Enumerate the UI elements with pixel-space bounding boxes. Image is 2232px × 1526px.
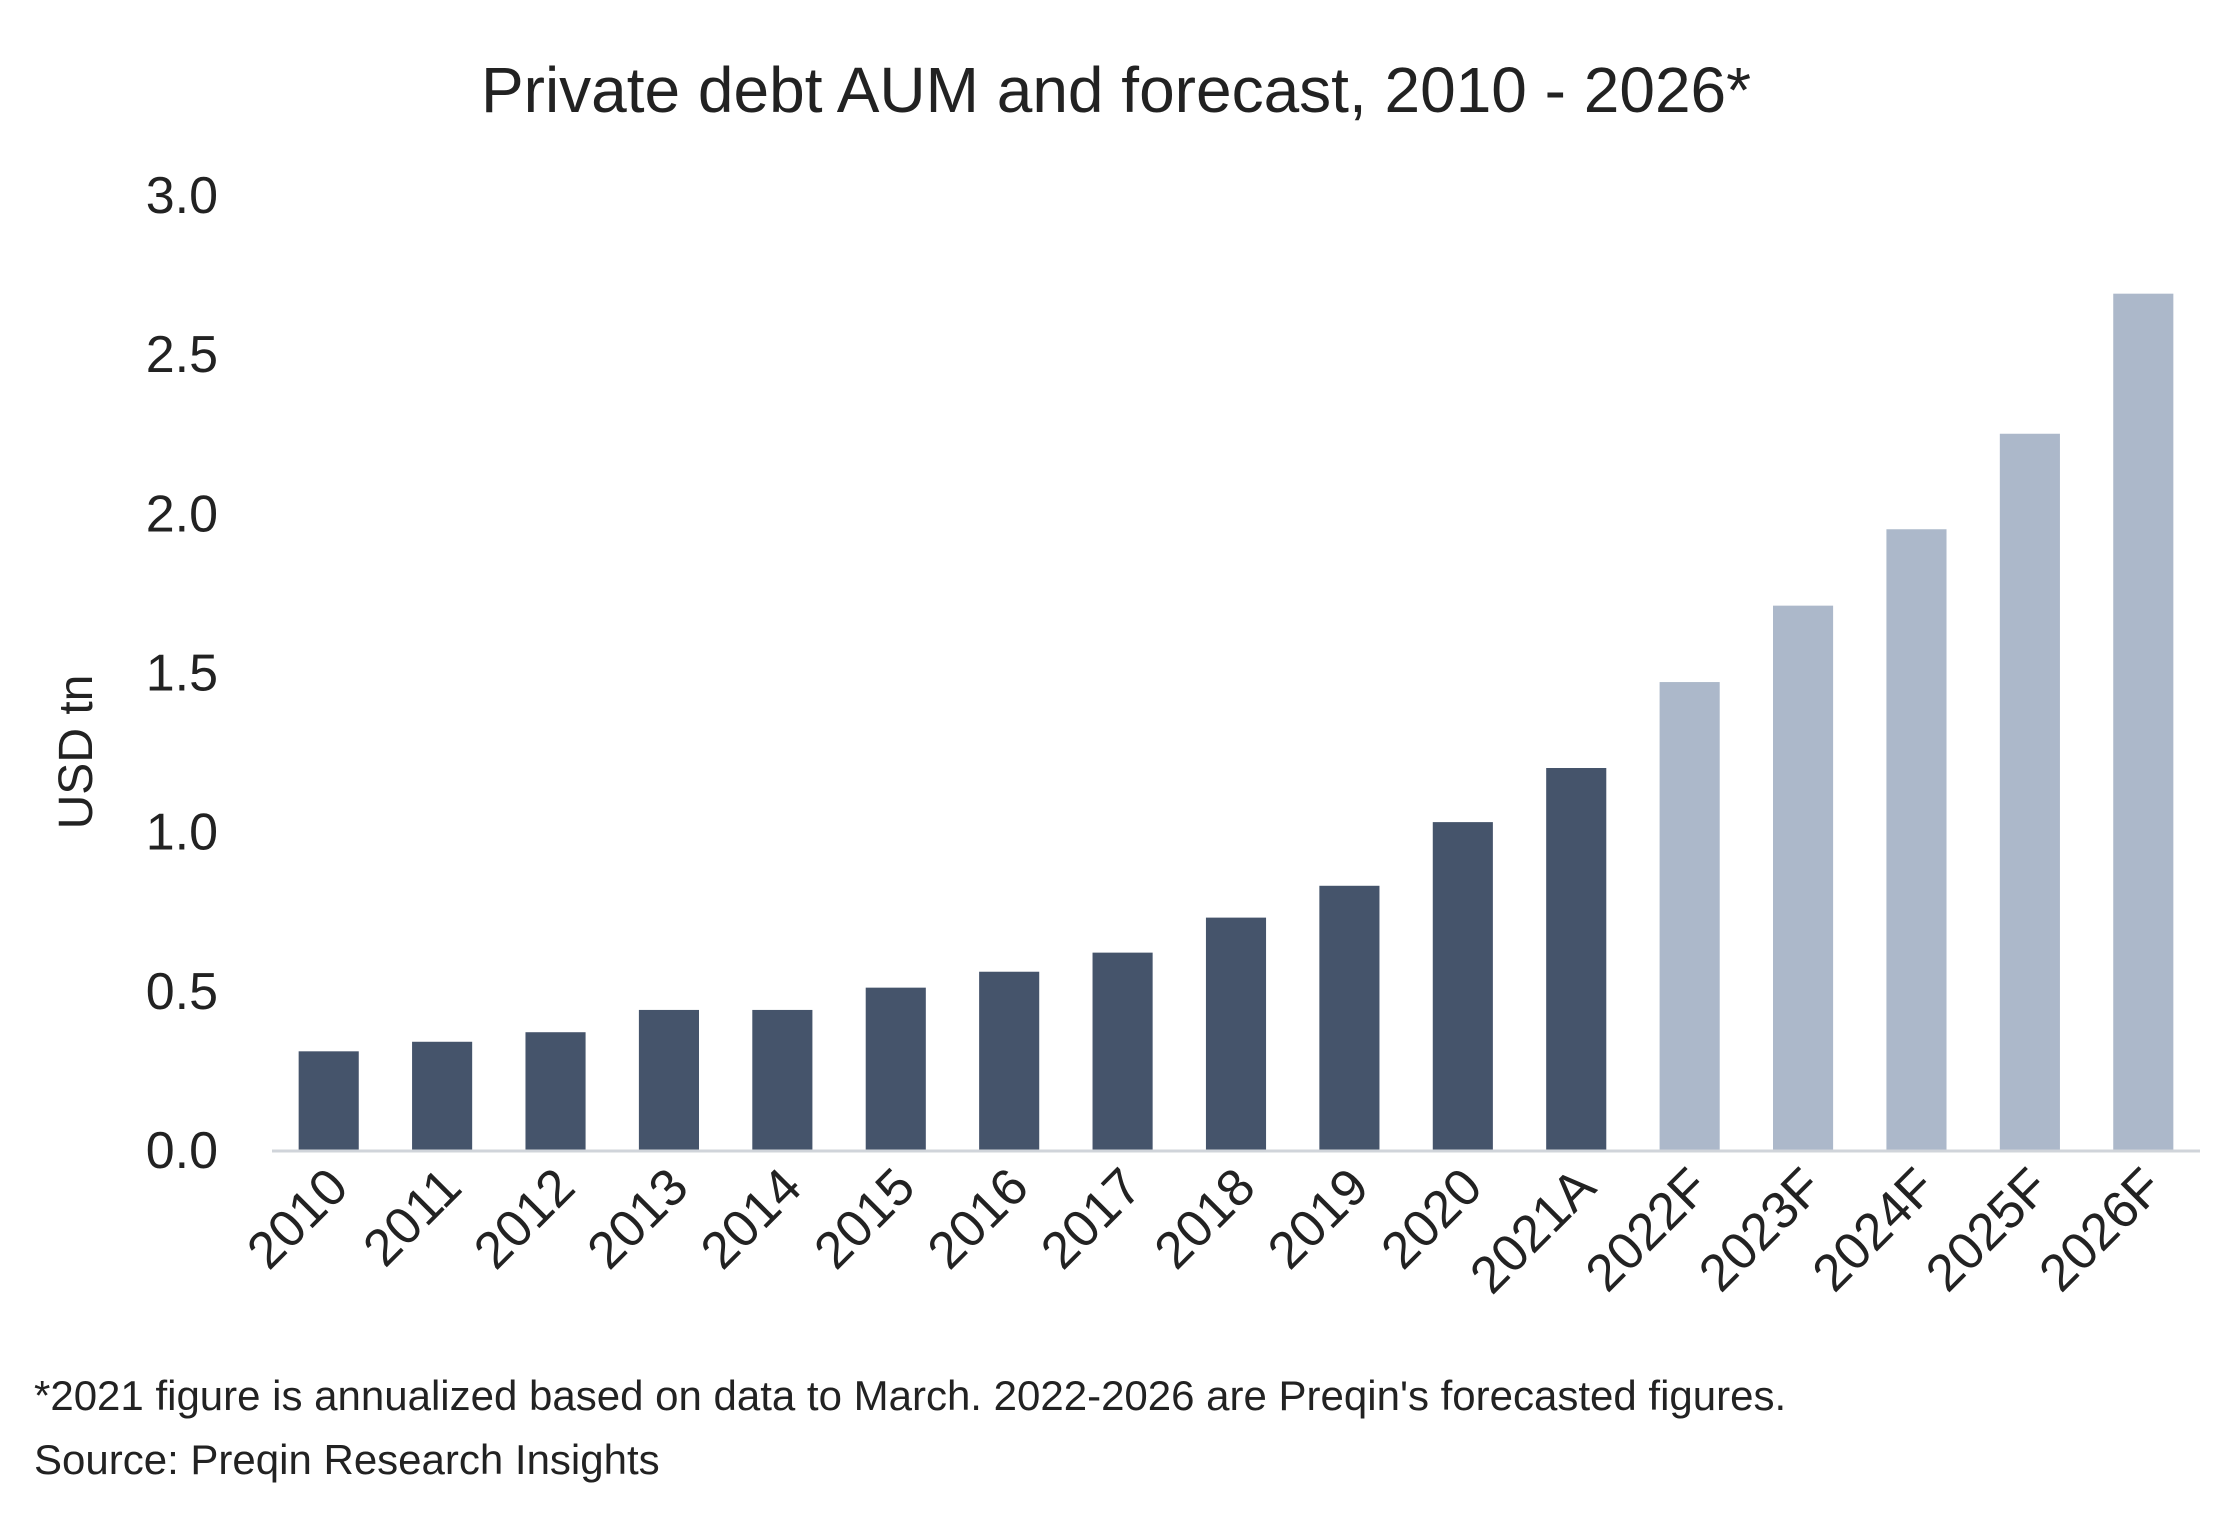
bar-2022F	[1659, 682, 1720, 1150]
bar-2018	[1205, 917, 1267, 1150]
bar-2023F	[1773, 605, 1834, 1150]
x-tick-label: 2017	[1030, 1157, 1153, 1280]
bar-2015	[865, 987, 926, 1150]
footnote: *2021 figure is annualized based on data…	[34, 1372, 1787, 1419]
bar-2013	[638, 1009, 699, 1150]
source-note: Source: Preqin Research Insights	[34, 1436, 660, 1483]
x-tick-label: 2024F	[1802, 1157, 1947, 1302]
bar-2019	[1319, 885, 1380, 1150]
x-tick-label: 2015	[803, 1157, 926, 1280]
y-tick-label: 2.5	[146, 326, 218, 384]
x-tick-label: 2014	[690, 1157, 813, 1280]
y-axis-ticks: 0.0 0.5 1.0 1.5 2.0 2.5 3.0	[146, 167, 218, 1180]
bar-2014	[752, 1009, 813, 1150]
x-tick-label: 2025F	[1915, 1157, 2060, 1302]
y-tick-label: 1.0	[146, 804, 218, 862]
x-tick-label: 2018	[1144, 1157, 1267, 1280]
x-tick-label: 2016	[917, 1157, 1040, 1280]
y-tick-label: 2.0	[146, 485, 218, 543]
bar-2016	[979, 971, 1040, 1150]
bar-2017	[1092, 952, 1153, 1150]
bar-2011	[412, 1041, 473, 1150]
x-tick-label: 2012	[463, 1157, 586, 1280]
bar-2012	[525, 1032, 586, 1150]
y-tick-label: 3.0	[146, 167, 218, 225]
y-tick-label: 0.5	[146, 963, 218, 1021]
x-tick-label: 2010	[236, 1157, 359, 1280]
bar-2021A	[1546, 768, 1607, 1150]
y-axis-label: USD tn	[50, 675, 103, 830]
bars	[298, 293, 2174, 1150]
x-tick-label: 2011	[353, 1157, 473, 1277]
y-tick-label: 1.5	[146, 645, 218, 703]
x-tick-label: 2023F	[1688, 1157, 1833, 1302]
bar-2010	[298, 1051, 359, 1150]
bar-2020	[1432, 822, 1493, 1150]
bar-2024F	[1886, 529, 1947, 1150]
x-tick-label: 2022F	[1575, 1157, 1720, 1302]
x-tick-label: 2026F	[2029, 1157, 2174, 1302]
x-tick-label: 2019	[1257, 1157, 1380, 1280]
x-tick-label: 2021A	[1459, 1157, 1607, 1305]
x-axis-ticks: 2010201120122013201420152016201720182019…	[236, 1157, 2173, 1305]
chart-title: Private debt AUM and forecast, 2010 - 20…	[481, 54, 1751, 126]
bar-2025F	[1999, 433, 2060, 1150]
x-tick-label: 2013	[577, 1157, 700, 1280]
bar-2026F	[2113, 293, 2174, 1150]
y-tick-label: 0.0	[146, 1122, 218, 1180]
